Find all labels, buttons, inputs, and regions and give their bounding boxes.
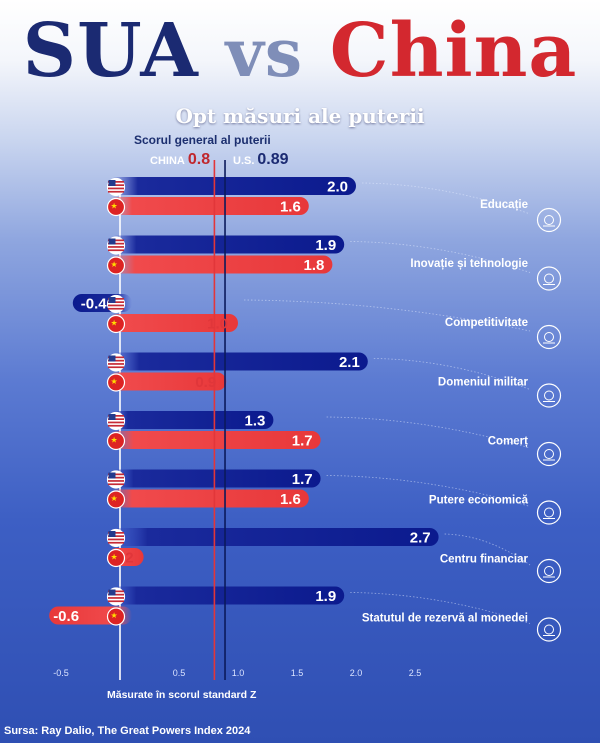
category-icon [536, 266, 562, 291]
china-value-label: 1.8 [304, 257, 325, 274]
x-tick-label: 1.0 [232, 668, 245, 678]
overall-china: CHINA 0.8 [150, 151, 210, 169]
china-value-label: 1.6 [280, 491, 301, 508]
us-bar [108, 528, 439, 546]
us-flag-icon [106, 587, 126, 606]
china-flag-icon: ★ [106, 607, 126, 626]
category-label: Competitivitate [445, 317, 528, 329]
us-bar [108, 235, 345, 254]
title-us: SUA [22, 8, 199, 94]
category-label: Comerț [488, 435, 528, 447]
overall-us: U.S. 0.89 [233, 151, 289, 169]
category-icon [536, 617, 562, 642]
category-icon [536, 441, 562, 467]
svg-text:★: ★ [111, 202, 118, 211]
x-tick-label: 1.5 [291, 668, 304, 678]
overall-china-label: CHINA [150, 155, 185, 167]
us-flag-icon [106, 411, 126, 431]
svg-text:★: ★ [111, 553, 118, 562]
china-value-label: 0.9 [195, 374, 216, 391]
china-bar [108, 372, 227, 391]
x-tick-label: 2.5 [409, 668, 422, 678]
overall-us-label: U.S. [233, 155, 255, 167]
category-label: Domeniul militar [438, 376, 529, 388]
china-flag-icon: ★ [106, 314, 126, 334]
us-flag-icon [106, 236, 126, 255]
china-bar [108, 255, 333, 274]
category-label: Inovație și tehnologie [410, 258, 528, 270]
overall-score-title: Scorul general al puterii [134, 133, 271, 147]
category-connector [350, 592, 531, 624]
category-connector [326, 416, 531, 449]
china-flag-icon: ★ [106, 197, 126, 217]
x-tick-label: -0.5 [53, 668, 69, 678]
category-icon [536, 500, 562, 525]
x-tick-label: 2.0 [350, 668, 363, 678]
category-connector [373, 358, 531, 390]
page-title: SUA vs China [0, 6, 600, 98]
us-bar [108, 177, 356, 195]
china-bar [108, 197, 309, 215]
us-flag-icon [106, 177, 126, 197]
category-icon [536, 383, 562, 408]
china-bar [108, 314, 238, 332]
china-value-label: -0.6 [53, 608, 79, 625]
source-note: Sursa: Ray Dalio, The Great Powers Index… [4, 725, 251, 737]
category-connector [350, 241, 531, 273]
china-value-label: 1.6 [280, 199, 301, 216]
svg-text:★: ★ [111, 494, 118, 503]
china-bar [108, 489, 309, 508]
us-bar [108, 586, 345, 605]
us-flag-icon [106, 470, 126, 489]
svg-text:★: ★ [111, 436, 118, 445]
overall-china-value: 0.8 [187, 151, 211, 168]
china-flag-icon: ★ [106, 256, 126, 275]
china-flag-icon: ★ [106, 431, 126, 451]
us-value-label: 1.9 [315, 588, 336, 605]
title-china: China [329, 8, 578, 94]
category-label: Statutul de rezervă al monedei [362, 613, 528, 625]
subtitle: Opt măsuri ale puterii [175, 104, 425, 128]
category-connector [361, 182, 531, 215]
svg-text:★: ★ [111, 260, 118, 269]
category-label: Centru financiar [440, 554, 529, 566]
category-icon [536, 324, 562, 350]
x-tick-label: 0.5 [173, 668, 186, 678]
us-value-label: 1.7 [292, 471, 313, 488]
us-flag-icon [106, 528, 126, 548]
us-value-label: 1.9 [315, 237, 336, 254]
svg-text:★: ★ [111, 377, 118, 386]
us-value-label: 2.7 [410, 530, 431, 547]
us-value-label: 2.0 [327, 179, 348, 196]
us-bar [108, 411, 274, 429]
overall-us-value: 0.89 [257, 151, 289, 168]
svg-text:★: ★ [111, 611, 118, 620]
category-label: Educație [480, 199, 528, 211]
category-label: Putere economică [429, 495, 529, 507]
china-flag-icon: ★ [106, 548, 126, 568]
us-bar [108, 352, 368, 371]
us-value-label: 1.3 [245, 413, 266, 430]
x-axis-label: Măsurate în scorul standard Z [107, 689, 257, 701]
china-flag-icon: ★ [106, 373, 126, 392]
category-connector [326, 475, 531, 507]
category-icon [536, 207, 562, 233]
title-vs: vs [225, 14, 304, 92]
svg-text:★: ★ [111, 319, 118, 328]
china-flag-icon: ★ [106, 490, 126, 509]
china-value-label: 1.7 [292, 433, 313, 450]
us-flag-icon [106, 353, 126, 372]
us-flag-icon [106, 294, 126, 314]
us-value-label: -0.4 [81, 296, 108, 313]
china-value-label: 1.0 [207, 316, 228, 333]
category-icon [536, 558, 562, 584]
category-connector [243, 299, 531, 332]
us-value-label: 2.1 [339, 354, 360, 371]
